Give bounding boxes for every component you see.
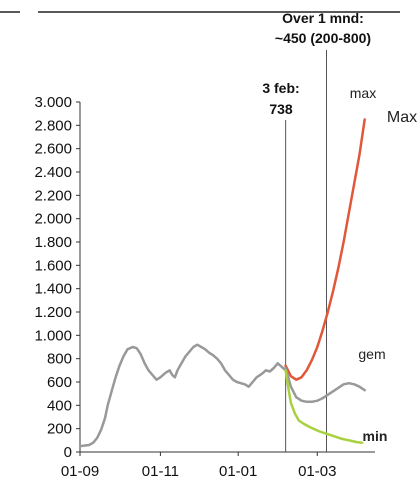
label-gem: gem (358, 346, 385, 362)
label-max-small: max (350, 85, 376, 101)
series-line-max (284, 118, 366, 381)
label-min: min (363, 428, 388, 444)
label-max-big: Max (387, 109, 417, 126)
vertical-markers (285, 50, 327, 452)
y-tick-label: 2.800 (34, 117, 72, 134)
annotation-3-feb: 3 feb: (262, 80, 299, 96)
series-line-min (284, 369, 364, 444)
y-tick-label: 0 (64, 444, 72, 461)
x-tick-label: 01-01 (219, 463, 257, 480)
x-tick-label: 01-03 (298, 463, 336, 480)
y-tick-label: 800 (47, 351, 72, 368)
y-tick-label: 600 (47, 374, 72, 391)
y-tick-label: 400 (47, 397, 72, 414)
annotation-over-1-mnd: Over 1 mnd: (282, 10, 364, 26)
y-tick-label: 2.600 (34, 141, 72, 158)
y-axis-ticks: 0 200 400 600 800 1.000 1.200 1.400 1.600 1.800 2.… (34, 94, 80, 461)
y-tick-label: 2.000 (34, 211, 72, 228)
y-tick-label: 1.000 (34, 327, 72, 344)
y-tick-label: 1.200 (34, 304, 72, 321)
y-tick-label: 2.400 (34, 164, 72, 181)
series-line-history (78, 343, 287, 448)
y-tick-label: 1.800 (34, 234, 72, 251)
annotation-range: ~450 (200-800) (275, 30, 371, 46)
y-tick-label: 1.600 (34, 257, 72, 274)
series-lines (78, 118, 366, 448)
y-tick-label: 1.400 (34, 281, 72, 298)
y-tick-label: 2.200 (34, 187, 72, 204)
x-axis-ticks: 01-09 01-11 01-01 01-03 (61, 452, 336, 480)
x-tick-label: 01-09 (61, 463, 99, 480)
y-tick-label: 200 (47, 421, 72, 438)
annotation-738: 738 (269, 101, 293, 117)
x-tick-label: 01-11 (142, 463, 179, 480)
series-line-gem (284, 366, 366, 404)
y-tick-label: 3.000 (34, 94, 72, 111)
axes (79, 102, 375, 453)
